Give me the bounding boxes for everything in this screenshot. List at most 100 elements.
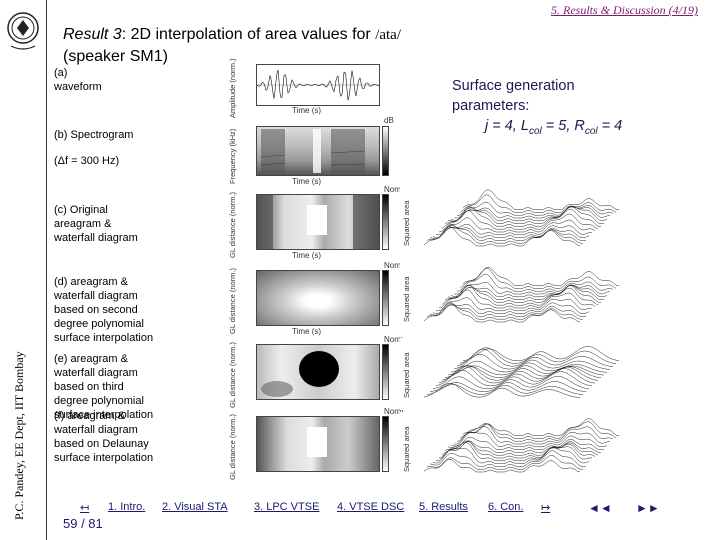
params-heading: Surface generation parameters: (452, 78, 575, 114)
waterfall-line (456, 348, 614, 367)
waterfall-line (450, 360, 608, 373)
nav-link-results[interactable]: 5. Results (419, 501, 468, 513)
waterfall-line (444, 206, 601, 227)
areagram-f-cbar-label: Norm. (384, 407, 406, 416)
spectrogram-plot (256, 126, 380, 176)
waterfall-line (436, 297, 593, 312)
waterfall-line (438, 440, 596, 459)
waterfall-line (436, 223, 593, 236)
areagram-d-ylabel: GL distance (norm.) (228, 268, 237, 334)
nav-link-lpc-vtse[interactable]: 3. LPC VTSE (254, 501, 320, 513)
waterfall-line (450, 284, 608, 298)
waterfall-line (453, 353, 611, 370)
waterfall-line (459, 268, 617, 289)
areagram-c-figure: GL distance (norm.) Norm. Time (s) (222, 185, 406, 264)
sidebar-vertical-text: P.C. Pandey, EE Dept, IIT Bombay (12, 351, 26, 520)
title-line2: (speaker SM1) (63, 48, 168, 65)
waterfall-line (426, 384, 584, 395)
waterfall-line (429, 225, 586, 241)
waveform-figure: Amplitude (norm.) Time (s) (222, 58, 398, 120)
waterfall-line (447, 365, 605, 376)
waterfall-line (454, 426, 611, 445)
label-a: (a) waveform (54, 67, 102, 93)
waterfall-f-plot (423, 418, 620, 473)
label-e: (e) areagram & waterfall diagram based o… (54, 353, 154, 421)
slide-title: Result 3: 2D interpolation of area value… (63, 24, 483, 68)
waterfall-line (444, 440, 601, 453)
spectrogram-cbar-label: dB (384, 116, 394, 125)
waterfall-line (423, 226, 581, 247)
waterfall-line (454, 281, 611, 295)
waterfall-line (423, 458, 581, 473)
waterfall-line (447, 284, 604, 300)
areagram-f-image (307, 427, 327, 457)
title-prefix: Result 3 (63, 26, 122, 43)
waterfall-line (459, 421, 617, 439)
spectrogram-image (260, 129, 366, 173)
waterfall-line (462, 418, 620, 436)
label-c: (c) Original areagram & waterfall diagra… (54, 204, 138, 244)
spectrogram-ylabel: Frequency (kHz) (228, 128, 237, 184)
areagram-c-plot (256, 194, 380, 250)
waterfall-line (441, 365, 599, 381)
areagram-e-image (261, 351, 339, 397)
areagram-d-colorbar (382, 270, 389, 326)
areagram-c-xlabel: Time (s) (292, 251, 322, 260)
waterfall-line (459, 347, 617, 364)
nav-link-intro[interactable]: 1. Intro. (108, 501, 146, 513)
waterfall-line (450, 205, 608, 222)
waterfall-c-figure: Squared area (400, 186, 630, 258)
waterfall-line (432, 227, 590, 238)
waterfall-line (462, 346, 620, 362)
waterfall-line (444, 366, 602, 379)
areagram-f-ylabel: GL distance (norm.) (228, 414, 237, 480)
spectrogram-colorbar (382, 126, 389, 176)
title-rest: : 2D interpolation of area values for (121, 26, 376, 43)
waterfall-e-plot (423, 346, 620, 398)
areagram-d-figure: GL distance (norm.) Norm. Time (s) (222, 261, 406, 340)
waveform-xlabel: Time (s) (292, 106, 322, 115)
waterfall-line (426, 455, 583, 470)
waveform-ylabel: Amplitude (norm.) (228, 58, 237, 118)
spectrogram-figure: Frequency (kHz) dB Time (s) (222, 116, 398, 190)
nav-link-con[interactable]: 6. Con. (488, 501, 524, 513)
areagram-d-cbar-label: Norm. (384, 261, 406, 270)
waterfall-d-figure: Squared area (400, 262, 630, 334)
waterfall-c-zlabel: Squared area (402, 200, 411, 246)
areagram-f-colorbar (382, 416, 389, 472)
nav-link-visual-sta[interactable]: 2. Visual STA (162, 501, 228, 513)
areagram-f-figure: GL distance (norm.) Norm. (222, 407, 406, 486)
areagram-e-colorbar (382, 344, 389, 400)
waterfall-line (429, 450, 587, 467)
waterfall-e-zlabel: Squared area (402, 352, 411, 398)
waterfall-line (456, 273, 614, 292)
waterfall-line (459, 194, 617, 213)
label-f: (f) areagram & waterfall diagram based o… (54, 410, 154, 464)
nav-link-vtse-dsc[interactable]: 4. VTSE DSC (337, 501, 405, 513)
areagram-d-plot (256, 270, 380, 326)
waterfall-line (423, 383, 581, 398)
areagram-d-xlabel: Time (s) (292, 327, 322, 336)
waterfall-d-zlabel: Squared area (402, 276, 411, 322)
nav-forward-arrow[interactable]: ↦ (541, 502, 551, 514)
waterfall-line (457, 201, 614, 216)
nav-back-arrow[interactable]: ↤ (80, 502, 90, 514)
waveform-plot (256, 64, 380, 106)
params-equation: j = 4, Lcol = 5, Rcol = 4 (485, 118, 623, 137)
waterfall-line (432, 375, 590, 390)
waterfall-line (444, 284, 601, 303)
areagram-e-plot (256, 344, 380, 400)
sidebar: P.C. Pandey, EE Dept, IIT Bombay (0, 0, 48, 540)
waterfall-line (447, 436, 604, 450)
nav-prev-button[interactable]: ◄◄ (588, 501, 612, 515)
waterfall-line (441, 441, 599, 456)
areagram-e-cbar-label: Norm. (384, 335, 406, 344)
areagram-c-ylabel: GL distance (norm.) (228, 192, 237, 258)
waterfall-line (454, 206, 611, 219)
nav-next-button[interactable]: ►► (636, 501, 660, 515)
waterfall-line (429, 304, 586, 317)
waterfall-c-plot (423, 189, 619, 247)
waterfall-line (438, 365, 596, 384)
section-link[interactable]: 5. Results & Discussion (4/19) (551, 3, 698, 17)
areagram-f-plot (256, 416, 380, 472)
